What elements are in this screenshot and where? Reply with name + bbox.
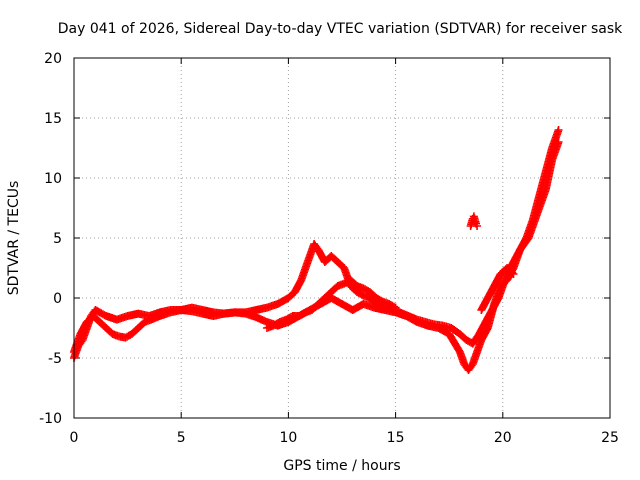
- data-point: [509, 270, 518, 278]
- y-tick-label: -10: [39, 411, 62, 427]
- grid: [74, 58, 610, 418]
- y-tick-label: 20: [44, 51, 62, 67]
- series-cluster-d: [466, 212, 482, 230]
- x-tick-label: 10: [279, 430, 297, 446]
- data-point: [554, 126, 563, 134]
- data-points: [70, 126, 563, 374]
- series-trace-c: [262, 276, 400, 332]
- tick-labels: 0 5 10 15 20 25 -10 -5 0 5 10 15 20: [39, 51, 619, 446]
- x-tick-label: 25: [601, 430, 619, 446]
- x-tick-label: 0: [70, 430, 79, 446]
- y-axis-label: SDTVAR / TECUs: [6, 181, 22, 296]
- plot-frame: [73, 57, 611, 419]
- data-point: [508, 268, 517, 277]
- x-tick-label: 15: [387, 430, 405, 446]
- series-trace-b: [70, 138, 563, 374]
- data-point: [391, 303, 400, 312]
- data-point: [554, 138, 563, 146]
- series-cluster-e: [477, 264, 518, 314]
- data-point: [389, 302, 398, 311]
- y-tick-label: 10: [44, 171, 62, 187]
- x-tick-label: 20: [494, 430, 512, 446]
- x-tick-label: 5: [177, 430, 186, 446]
- data-point: [473, 222, 482, 230]
- chart-title: Day 041 of 2026, Sidereal Day-to-day VTE…: [58, 21, 623, 37]
- y-tick-label: -5: [48, 351, 62, 367]
- y-tick-label: 0: [53, 291, 62, 307]
- y-tick-label: 15: [44, 111, 62, 127]
- x-axis-label: GPS time / hours: [283, 458, 400, 474]
- y-tick-label: 5: [53, 231, 62, 247]
